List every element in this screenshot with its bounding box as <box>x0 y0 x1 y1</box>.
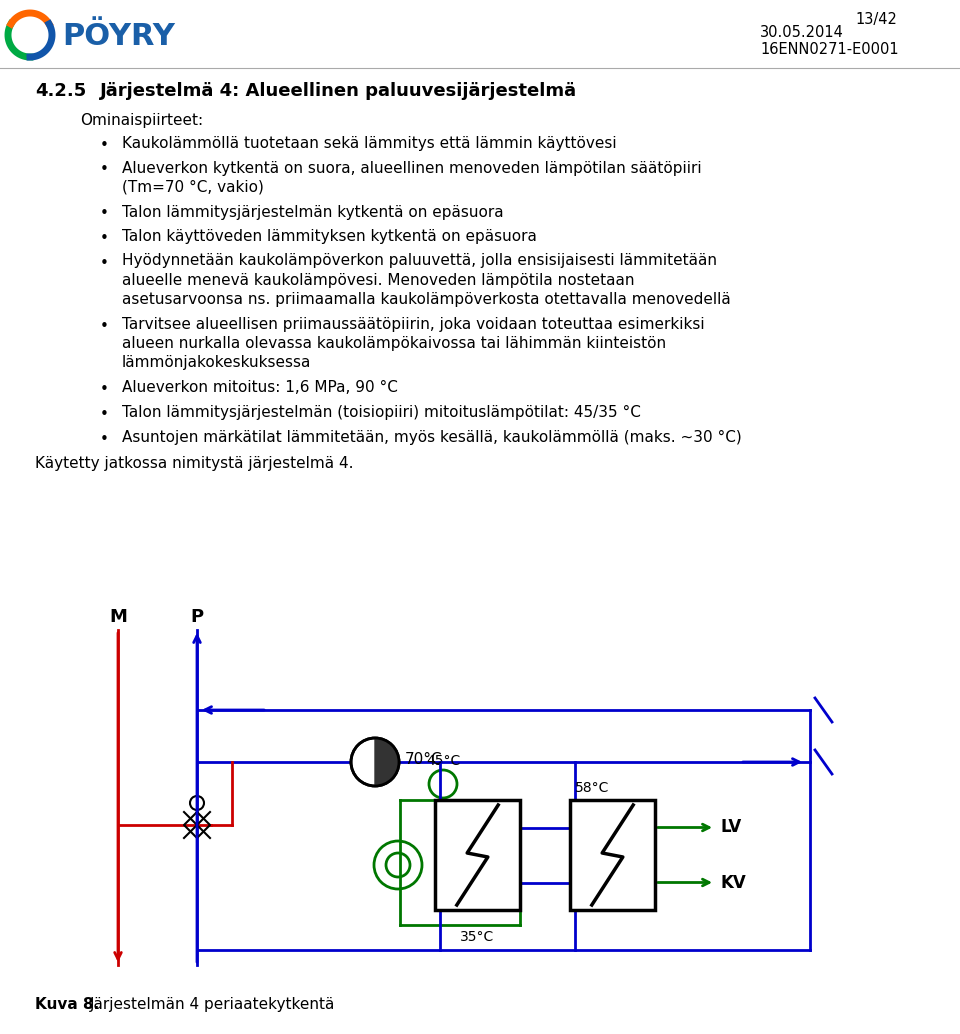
Polygon shape <box>375 738 399 786</box>
Text: Järjestelmä 4: Alueellinen paluuvesijärjestelmä: Järjestelmä 4: Alueellinen paluuvesijärj… <box>100 82 577 100</box>
Text: Kaukolämmöllä tuotetaan sekä lämmitys että lämmin käyttövesi: Kaukolämmöllä tuotetaan sekä lämmitys et… <box>122 136 616 151</box>
Text: Kuva 8.: Kuva 8. <box>35 997 99 1012</box>
Text: Alueverkon kytkentä on suora, alueellinen menoveden lämpötilan säätöpiiri
(Tm=70: Alueverkon kytkentä on suora, alueelline… <box>122 160 702 194</box>
Text: Asuntojen märkätilat lämmitetään, myös kesällä, kaukolämmöllä (maks. ~30 °C): Asuntojen märkätilat lämmitetään, myös k… <box>122 429 742 445</box>
Text: Ominaispiirteet:: Ominaispiirteet: <box>80 113 204 128</box>
Text: 70°C: 70°C <box>405 753 443 767</box>
Text: •: • <box>100 407 108 422</box>
Text: •: • <box>100 231 108 246</box>
Text: Hyödynnetään kaukolämpöverkon paluuvettä, jolla ensisijaisesti lämmitetään
aluee: Hyödynnetään kaukolämpöverkon paluuvettä… <box>122 253 731 307</box>
Text: •: • <box>100 383 108 397</box>
Text: •: • <box>100 431 108 447</box>
Text: Tarvitsee alueellisen priimaussäätöpiirin, joka voidaan toteuttaa esimerkiksi
al: Tarvitsee alueellisen priimaussäätöpiiri… <box>122 317 705 370</box>
Text: •: • <box>100 138 108 153</box>
Text: •: • <box>100 320 108 334</box>
Text: P: P <box>190 608 204 626</box>
Bar <box>435 800 520 910</box>
Text: 4.2.5: 4.2.5 <box>35 82 86 100</box>
Circle shape <box>374 841 422 889</box>
Circle shape <box>351 738 399 786</box>
Bar <box>570 800 655 910</box>
Text: Käytetty jatkossa nimitystä järjestelmä 4.: Käytetty jatkossa nimitystä järjestelmä … <box>35 456 353 472</box>
Text: •: • <box>100 162 108 178</box>
Text: Talon lämmitysjärjestelmän (toisiopiiri) mitoituslämpötilat: 45/35 °C: Talon lämmitysjärjestelmän (toisiopiiri)… <box>122 405 641 420</box>
Text: M: M <box>109 608 127 626</box>
Text: Talon käyttöveden lämmityksen kytkentä on epäsuora: Talon käyttöveden lämmityksen kytkentä o… <box>122 229 537 244</box>
Text: PÖYRY: PÖYRY <box>62 22 175 51</box>
Text: •: • <box>100 207 108 221</box>
Text: 58°C: 58°C <box>575 781 610 795</box>
Text: KV: KV <box>720 874 746 891</box>
Text: Talon lämmitysjärjestelmän kytkentä on epäsuora: Talon lämmitysjärjestelmän kytkentä on e… <box>122 205 504 219</box>
Text: 30.05.2014: 30.05.2014 <box>760 25 844 40</box>
Text: •: • <box>100 255 108 271</box>
Text: 45°C: 45°C <box>426 754 460 768</box>
Text: 35°C: 35°C <box>461 930 494 944</box>
Text: 13/42: 13/42 <box>855 12 897 27</box>
Text: 16ENN0271-E0001: 16ENN0271-E0001 <box>760 42 899 57</box>
Circle shape <box>386 853 410 877</box>
Circle shape <box>429 770 457 798</box>
Text: Alueverkon mitoitus: 1,6 MPa, 90 °C: Alueverkon mitoitus: 1,6 MPa, 90 °C <box>122 381 397 395</box>
Text: Järjestelmän 4 periaatekytkentä: Järjestelmän 4 periaatekytkentä <box>90 997 335 1012</box>
Text: LV: LV <box>720 819 741 837</box>
